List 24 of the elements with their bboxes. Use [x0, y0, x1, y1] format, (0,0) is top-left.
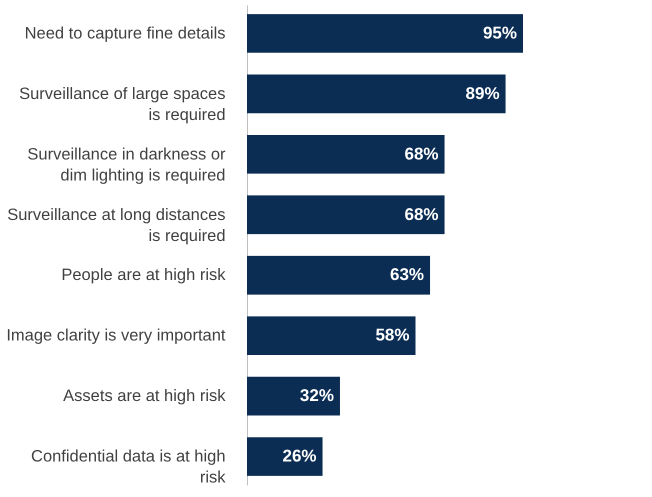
y-tick-label: Image clarity is very important — [6, 326, 226, 345]
bar — [247, 437, 323, 476]
bar — [247, 316, 416, 356]
data-label: 32% — [300, 386, 334, 406]
data-label: 95% — [482, 23, 517, 42]
data-label: 58% — [375, 326, 410, 345]
bar — [247, 74, 506, 114]
data-label: 68% — [404, 204, 439, 224]
data-label: 89% — [466, 84, 500, 103]
data-label: 63% — [390, 265, 424, 284]
y-tick-label: Need to capture fine details — [24, 24, 226, 42]
y-tick-label: Assets are at high risk — [63, 387, 226, 406]
bar — [247, 134, 445, 174]
bar — [247, 195, 445, 234]
bar — [247, 256, 430, 295]
y-tick-label: Surveillance at long distances is required — [7, 206, 226, 245]
y-tick-label: Confidential data is at high risk — [31, 448, 226, 487]
bar — [247, 376, 340, 416]
y-tick-label: Surveillance in darkness or dim lighting is required — [27, 145, 226, 184]
y-tick-label: People are at high risk — [61, 266, 226, 284]
data-label: 68% — [404, 144, 439, 164]
y-tick-label: Surveillance of large spaces is required — [19, 84, 226, 124]
data-label: 26% — [282, 446, 317, 466]
bar — [247, 14, 523, 53]
